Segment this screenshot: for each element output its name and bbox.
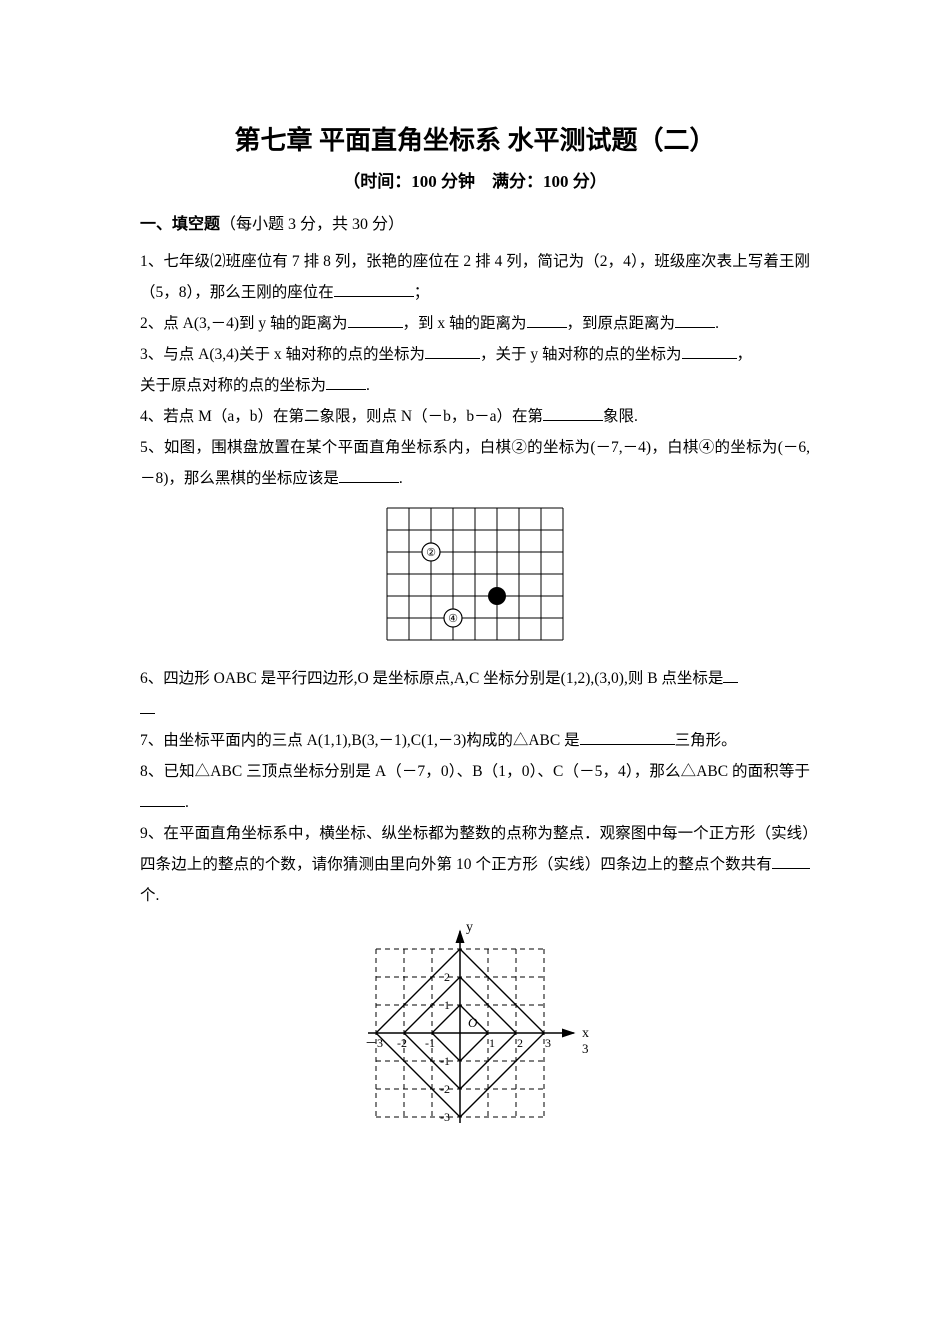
section-1-heading-bold: 一、填空题 [140, 216, 220, 233]
q6-blank-b[interactable] [140, 698, 155, 714]
q3-c: ， [737, 346, 753, 363]
q2-c: ，到原点距离为 [567, 315, 676, 332]
q5-a: 5、如图，围棋盘放置在某个平面直角坐标系内，白棋②的坐标为(－7,－4)，白棋④… [140, 439, 810, 487]
q3-blank-1[interactable] [425, 343, 480, 359]
q2-blank-3[interactable] [675, 312, 715, 328]
q9-a: 9、在平面直角坐标系中，横坐标、纵坐标都为整数的点称为整点．观察图中每一个正方形… [140, 825, 810, 873]
coordinate-grid-svg: －3-2-1123-3-2-112Ox3y [336, 919, 614, 1135]
q3-b: ，关于 y 轴对称的点的坐标为 [480, 346, 682, 363]
svg-text:②: ② [426, 547, 436, 559]
question-7: 7、由坐标平面内的三点 A(1,1),B(3,－1),C(1,－3)构成的△AB… [140, 725, 810, 756]
go-board-figure: ②④ [140, 502, 810, 651]
svg-text:1: 1 [444, 998, 450, 1012]
svg-text:-3: -3 [440, 1110, 450, 1124]
q2-d: . [715, 315, 719, 332]
exam-page: 第七章 平面直角坐标系 水平测试题（二） （时间：100 分钟 满分：100 分… [0, 0, 950, 1212]
q6-a: 6、四边形 OABC 是平行四边形,O 是坐标原点,A,C 坐标分别是(1,2)… [140, 670, 723, 687]
q4-blank[interactable] [543, 405, 603, 421]
q3-a: 3、与点 A(3,4)关于 x 轴对称的点的坐标为 [140, 346, 425, 363]
question-4: 4、若点 M（a，b）在第二象限，则点 N（－b，b－a）在第 象限. [140, 401, 810, 432]
coordinate-grid-figure: －3-2-1123-3-2-112Ox3y [140, 919, 810, 1140]
q6-blank-a[interactable] [723, 667, 738, 683]
section-1-heading-rest: （每小题 3 分，共 30 分） [220, 216, 404, 233]
q8-blank[interactable] [140, 791, 185, 807]
svg-text:y: y [466, 920, 473, 935]
question-3: 3、与点 A(3,4)关于 x 轴对称的点的坐标为 ，关于 y 轴对称的点的坐标为… [140, 339, 810, 401]
q3-line2a: 关于原点对称的点的坐标为 [140, 377, 326, 394]
go-board-svg: ②④ [381, 502, 569, 646]
question-1: 1、七年级⑵班座位有 7 排 8 列，张艳的座位在 2 排 4 列，简记为（2，… [140, 246, 810, 308]
question-6: 6、四边形 OABC 是平行四边形,O 是坐标原点,A,C 坐标分别是(1,2)… [140, 663, 810, 725]
svg-text:-1: -1 [440, 1054, 450, 1068]
svg-text:2: 2 [444, 970, 450, 984]
q8-a: 8、已知△ABC 三顶点坐标分别是 A（－7，0）、B（1，0）、C（－5，4）… [140, 763, 810, 780]
page-subtitle: （时间：100 分钟 满分：100 分） [140, 167, 810, 192]
q9-blank[interactable] [772, 853, 810, 869]
q7-blank[interactable] [580, 729, 675, 745]
svg-text:－3: －3 [365, 1036, 383, 1050]
q8-b: . [185, 794, 189, 811]
q1-text: 1、七年级⑵班座位有 7 排 8 列，张艳的座位在 2 排 4 列，简记为（2，… [140, 253, 810, 301]
svg-text:O: O [468, 1015, 478, 1030]
svg-text:x: x [582, 1026, 589, 1041]
q2-blank-1[interactable] [348, 312, 403, 328]
question-9: 9、在平面直角坐标系中，横坐标、纵坐标都为整数的点称为整点．观察图中每一个正方形… [140, 818, 810, 911]
svg-text:-2: -2 [397, 1036, 407, 1050]
q7-b: 三角形。 [675, 732, 737, 749]
q7-a: 7、由坐标平面内的三点 A(1,1),B(3,－1),C(1,－3)构成的△AB… [140, 732, 580, 749]
question-2: 2、点 A(3,－4)到 y 轴的距离为 ，到 x 轴的距离为 ，到原点距离为. [140, 308, 810, 339]
svg-text:-2: -2 [440, 1082, 450, 1096]
q4-a: 4、若点 M（a，b）在第二象限，则点 N（－b，b－a）在第 [140, 408, 543, 425]
q1-post: ； [414, 284, 430, 301]
q9-b: 个. [140, 887, 159, 904]
q3-line2b: . [366, 377, 370, 394]
svg-text:3: 3 [545, 1036, 551, 1050]
q4-b: 象限. [603, 408, 638, 425]
page-title: 第七章 平面直角坐标系 水平测试题（二） [140, 120, 810, 157]
svg-text:2: 2 [517, 1036, 523, 1050]
q5-blank[interactable] [339, 467, 399, 483]
q2-b: ，到 x 轴的距离为 [403, 315, 527, 332]
q3-blank-3[interactable] [326, 374, 366, 390]
svg-text:-1: -1 [425, 1036, 435, 1050]
svg-text:3: 3 [582, 1041, 589, 1056]
q2-blank-2[interactable] [527, 312, 567, 328]
question-5: 5、如图，围棋盘放置在某个平面直角坐标系内，白棋②的坐标为(－7,－4)，白棋④… [140, 432, 810, 494]
svg-text:1: 1 [489, 1036, 495, 1050]
question-8: 8、已知△ABC 三顶点坐标分别是 A（－7，0）、B（1，0）、C（－5，4）… [140, 756, 810, 818]
q5-b: . [399, 470, 403, 487]
svg-text:④: ④ [448, 613, 458, 625]
q3-blank-2[interactable] [682, 343, 737, 359]
q1-blank[interactable] [334, 281, 414, 297]
q2-a: 2、点 A(3,－4)到 y 轴的距离为 [140, 315, 348, 332]
section-1-heading: 一、填空题（每小题 3 分，共 30 分） [140, 210, 810, 234]
